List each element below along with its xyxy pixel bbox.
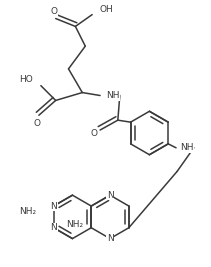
Text: N: N [50, 202, 57, 211]
Text: NH₂: NH₂ [66, 220, 83, 229]
Text: N: N [50, 223, 57, 232]
Text: OH: OH [99, 5, 113, 14]
Text: N: N [107, 191, 114, 200]
Text: NH₂: NH₂ [19, 207, 36, 217]
Text: HO: HO [19, 75, 33, 84]
Text: O: O [91, 129, 98, 139]
Text: N: N [107, 234, 114, 243]
Text: NH: NH [180, 143, 194, 152]
Text: O: O [50, 7, 57, 16]
Text: NH: NH [106, 91, 120, 100]
Text: O: O [33, 119, 41, 128]
